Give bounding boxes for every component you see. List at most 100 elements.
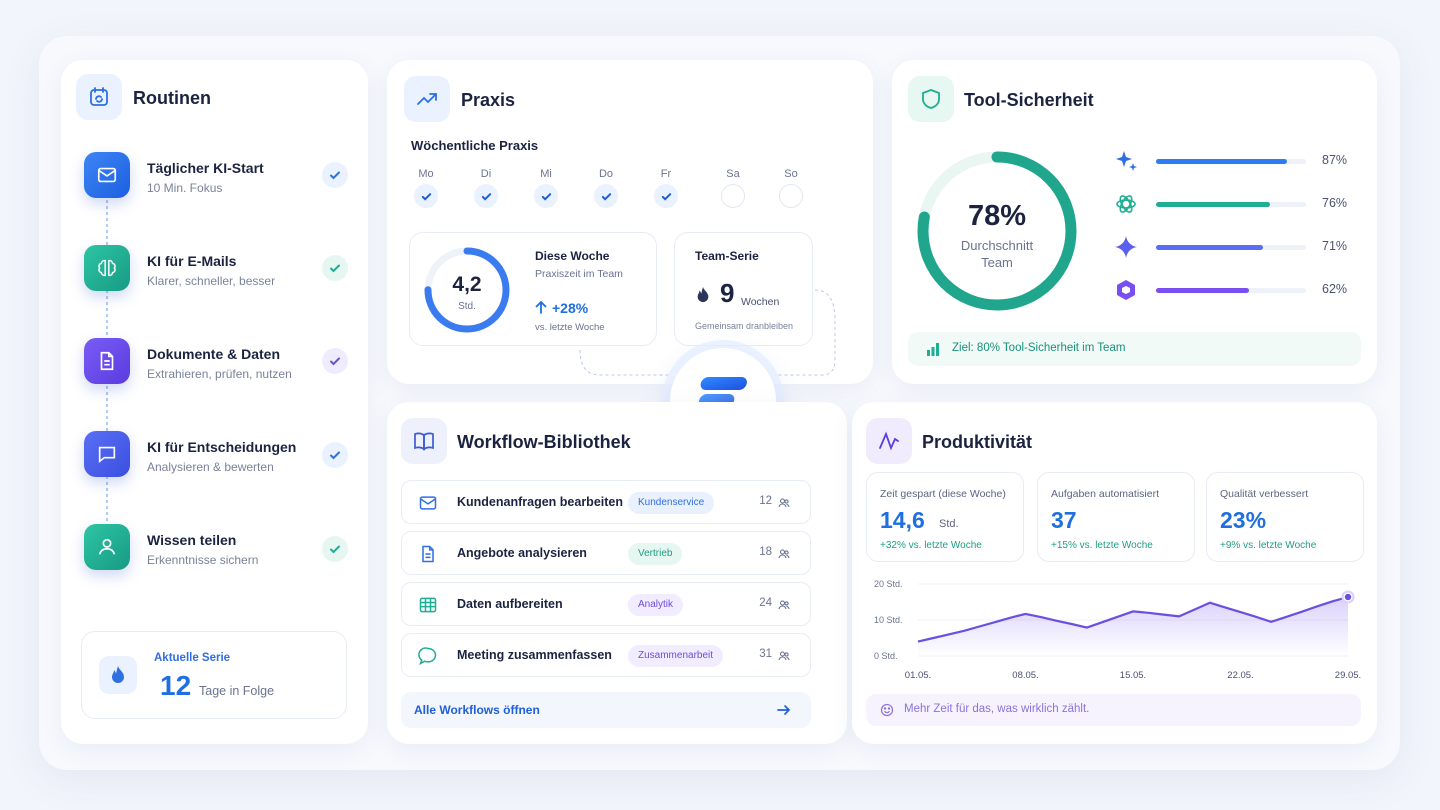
hexagon-icon	[1117, 280, 1135, 300]
goal-banner: Ziel: 80% Tool-Sicherheit im Team	[908, 332, 1361, 366]
tool-security-title: Tool-Sicherheit	[964, 90, 1094, 110]
smile-gear-icon	[880, 703, 894, 717]
workflow-count: 12	[759, 495, 772, 507]
check-icon[interactable]	[322, 255, 348, 281]
connector-lines	[579, 289, 840, 539]
workflow-tag[interactable]: Kundenservice	[628, 492, 715, 514]
kpi-label: Zeit gespart (diese Woche)	[880, 488, 1006, 500]
chat-bubble-icon	[418, 647, 437, 666]
tool-percent: 62%	[1322, 282, 1348, 296]
average-value: 78%	[967, 200, 1027, 232]
routine-tile-5[interactable]	[84, 524, 130, 570]
day-label: Do	[598, 168, 614, 180]
kpi-unit: Std.	[939, 518, 959, 530]
average-label-1: Durchschnitt	[960, 238, 1034, 253]
kpi-card-automated: Aufgaben automatisiert 37 +15% vs. letzt…	[1037, 472, 1195, 562]
workflow-count: 31	[759, 648, 772, 660]
check-icon[interactable]	[322, 348, 348, 374]
kpi-card-time-saved: Zeit gespart (diese Woche) 14,6 Std. +32…	[866, 472, 1024, 562]
users-icon	[778, 651, 790, 661]
praxis-card: Praxis Wöchentliche Praxis Mo Di Mi Do F…	[387, 60, 873, 384]
routine-subtitle-3: Extrahieren, prüfen, nutzen	[147, 367, 292, 381]
x-tick-label: 01.05.	[905, 670, 931, 681]
tool-row-1[interactable]: 87%	[1114, 149, 1374, 173]
check-icon[interactable]	[322, 442, 348, 468]
chat-icon	[98, 446, 116, 464]
tool-row-2[interactable]: 76%	[1114, 192, 1374, 216]
tool-bar-fill	[1156, 202, 1270, 207]
routine-title-2[interactable]: KI für E-Mails	[147, 253, 237, 269]
routine-tile-4[interactable]	[84, 431, 130, 477]
footer-text: Mehr Zeit für das, was wirklich zählt.	[904, 703, 1090, 715]
workflow-tag[interactable]: Vertrieb	[628, 543, 683, 565]
kpi-label: Qualität verbessert	[1220, 488, 1309, 500]
average-progress-ring	[917, 151, 1077, 311]
check-icon[interactable]	[322, 162, 348, 188]
productivity-title: Produktivität	[922, 432, 1033, 452]
y-tick-label: 0 Std.	[874, 651, 898, 661]
streak-unit: Tage in Folge	[199, 684, 275, 698]
pulse-line-icon	[866, 418, 912, 464]
day-empty-circle[interactable]	[779, 184, 803, 208]
team-unit: Wochen	[741, 296, 780, 308]
workflow-tag[interactable]: Analytik	[628, 594, 684, 616]
day-label: Mo	[418, 168, 434, 180]
workflow-row-1[interactable]: Kundenanfragen bearbeiten Kundenservice …	[401, 480, 811, 524]
kpi-value: 23%	[1220, 507, 1267, 533]
routine-title-3[interactable]: Dokumente & Daten	[147, 346, 281, 362]
routine-subtitle-5: Erkenntnisse sichern	[147, 553, 259, 567]
tool-row-4[interactable]: 62%	[1114, 278, 1374, 302]
users-icon	[778, 498, 790, 508]
routine-tile-1[interactable]	[84, 152, 130, 198]
workflow-row-3[interactable]: Daten aufbereiten Analytik 24	[401, 582, 811, 626]
team-value: 9	[720, 278, 735, 308]
openai-icon	[1116, 195, 1136, 213]
week-unit: Std.	[458, 301, 476, 312]
flame-icon	[695, 285, 711, 310]
kpi-delta: +15% vs. letzte Woche	[1051, 540, 1153, 551]
x-tick-label: 22.05.	[1227, 670, 1253, 681]
workflow-tag[interactable]: Zusammenarbeit	[628, 645, 724, 667]
kpi-delta: +9% vs. letzte Woche	[1220, 540, 1317, 551]
shield-icon	[908, 76, 954, 122]
routine-subtitle-1: 10 Min. Fokus	[147, 181, 223, 195]
routines-card: Routinen Täglicher KI-Start 10 Min. Foku…	[61, 60, 368, 744]
day-check-icon[interactable]	[474, 184, 498, 208]
check-icon[interactable]	[322, 536, 348, 562]
routine-tile-2[interactable]	[84, 245, 130, 291]
workflow-label: Kundenanfragen bearbeiten	[457, 495, 623, 509]
routine-tile-3[interactable]	[84, 338, 130, 384]
bar-chart-icon	[927, 343, 939, 356]
workflow-row-2[interactable]: Angebote analysieren Vertrieb 18	[401, 531, 811, 575]
day-label: Mi	[540, 168, 552, 180]
week-progress-ring	[424, 247, 510, 333]
streak-label: Aktuelle Serie	[154, 652, 231, 664]
day-label: Fr	[660, 168, 672, 180]
day-empty-circle[interactable]	[721, 184, 745, 208]
workflow-count: 18	[759, 546, 772, 558]
week-value: 4,2	[452, 273, 482, 296]
users-icon	[778, 600, 790, 610]
workflow-label: Angebote analysieren	[457, 546, 587, 560]
day-check-icon[interactable]	[534, 184, 558, 208]
flame-icon	[99, 656, 137, 694]
footer-banner: Mehr Zeit für das, was wirklich zählt.	[866, 694, 1361, 726]
tool-percent: 76%	[1322, 196, 1348, 210]
day-label: So	[784, 168, 798, 180]
workflow-row-4[interactable]: Meeting zusammenfassen Zusammenarbeit 31	[401, 633, 811, 677]
kpi-card-quality: Qualität verbessert 23% +9% vs. letzte W…	[1206, 472, 1364, 562]
last-point	[1344, 593, 1352, 601]
routine-title-4[interactable]: KI für Entscheidungen	[147, 439, 297, 455]
mail-icon	[97, 167, 117, 183]
day-check-icon[interactable]	[594, 184, 618, 208]
team-streak-box: Team-Serie 9 Wochen Gemeinsam dranbleibe…	[674, 232, 813, 346]
day-check-icon[interactable]	[414, 184, 438, 208]
y-tick-label: 10 Std.	[874, 615, 903, 625]
routine-title-1[interactable]: Täglicher KI-Start	[147, 160, 264, 176]
day-check-icon[interactable]	[654, 184, 678, 208]
average-label-2: Team	[981, 255, 1013, 270]
tool-row-3[interactable]: 71%	[1114, 235, 1374, 259]
productivity-card: Produktivität Zeit gespart (diese Woche)…	[852, 402, 1377, 744]
routine-title-5[interactable]: Wissen teilen	[147, 532, 237, 548]
open-all-workflows-button[interactable]: Alle Workflows öffnen	[401, 692, 811, 728]
